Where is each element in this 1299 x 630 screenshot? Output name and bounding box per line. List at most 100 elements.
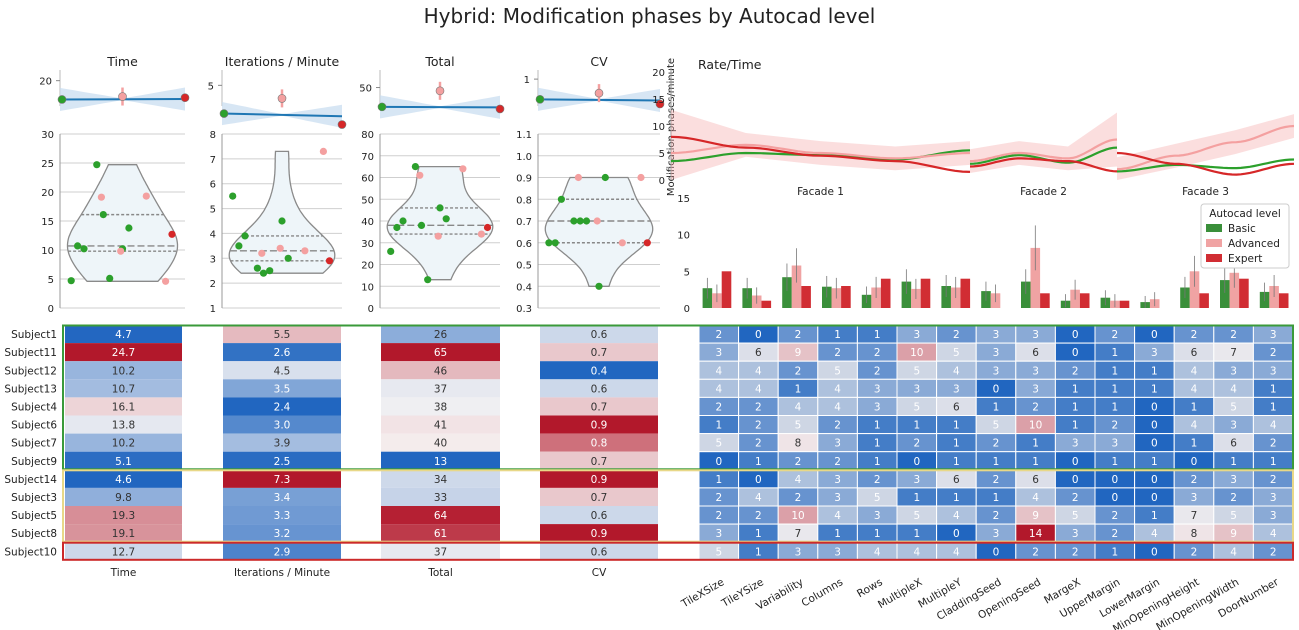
value-cell bbox=[223, 343, 341, 362]
count-cell-label: 1 bbox=[1270, 383, 1277, 395]
value-cell-label: 0.7 bbox=[591, 492, 608, 504]
y-tick-label: 5 bbox=[48, 275, 54, 286]
count-cell-label: 2 bbox=[1191, 474, 1198, 486]
group-mean-point bbox=[594, 88, 604, 98]
count-cell-label: 4 bbox=[1270, 420, 1277, 432]
count-cell-label: 4 bbox=[1230, 546, 1237, 558]
count-cell-label: 1 bbox=[1111, 456, 1118, 468]
value-cell bbox=[540, 415, 658, 434]
count-cell-label: 1 bbox=[755, 528, 762, 540]
count-cell-label: 3 bbox=[1270, 492, 1277, 504]
count-cell-label: 2 bbox=[755, 510, 762, 522]
bar-y-tick: 10 bbox=[677, 231, 690, 242]
subject-point bbox=[637, 173, 645, 182]
group-mean-point bbox=[180, 93, 190, 102]
count-cell-label: 3 bbox=[913, 474, 920, 486]
count-cell-label: 4 bbox=[834, 510, 841, 522]
value-cell-label: 3.9 bbox=[274, 438, 291, 450]
facet-label: Facade 1 bbox=[797, 186, 844, 198]
value-cell bbox=[223, 487, 341, 506]
group-mean-point bbox=[435, 86, 445, 96]
value-cell-label: 3.5 bbox=[274, 383, 291, 395]
count-cell-label: 4 bbox=[874, 546, 881, 558]
count-cell-label: 2 bbox=[913, 438, 920, 450]
count-cell-label: 2 bbox=[715, 329, 722, 341]
count-cell-label: 3 bbox=[715, 528, 722, 540]
value-cell-label: 19.3 bbox=[112, 510, 135, 522]
count-cell-label: 5 bbox=[993, 420, 1000, 432]
value-cell bbox=[65, 361, 182, 380]
value-cell bbox=[65, 397, 182, 416]
count-cell-label: 4 bbox=[913, 546, 920, 558]
subject-point bbox=[319, 147, 327, 155]
subject-point bbox=[618, 239, 626, 247]
subject-point bbox=[601, 173, 609, 182]
value-cell-label: 0.6 bbox=[591, 510, 608, 522]
bar bbox=[880, 278, 891, 308]
count-cell-label: 6 bbox=[953, 474, 960, 486]
bar bbox=[960, 278, 971, 308]
y-tick-label: 1.0 bbox=[516, 152, 532, 163]
count-cell-label: 1 bbox=[834, 329, 841, 341]
y-tick-label: 40 bbox=[361, 217, 374, 228]
y-tick-label: 0 bbox=[368, 304, 374, 315]
value-cell-label: 26 bbox=[434, 329, 448, 341]
count-cell-label: 0 bbox=[1151, 329, 1158, 341]
count-cell-label: 2 bbox=[755, 420, 762, 432]
value-cell bbox=[540, 542, 658, 561]
count-cell-label: 1 bbox=[795, 383, 802, 395]
value-cell bbox=[381, 506, 500, 525]
count-cell-label: 1 bbox=[834, 528, 841, 540]
y-tick-label: 60 bbox=[361, 174, 374, 185]
rate-series-line bbox=[1116, 158, 1295, 173]
bar bbox=[1040, 293, 1050, 308]
count-cell-label: 3 bbox=[1151, 347, 1158, 359]
y-tick-label: 10 bbox=[361, 282, 374, 293]
value-cell-label: 0.8 bbox=[591, 438, 608, 450]
y-tick-label: 10 bbox=[41, 246, 54, 257]
rate-time-y-tick: 5 bbox=[659, 149, 665, 160]
value-cell bbox=[65, 542, 182, 561]
count-cell-label: 1 bbox=[913, 420, 920, 432]
bar bbox=[791, 265, 802, 308]
count-cell-label: 1 bbox=[1111, 401, 1118, 413]
count-cell-label: 5 bbox=[874, 492, 881, 504]
count-cell-label: 7 bbox=[795, 528, 802, 540]
subject-point bbox=[434, 232, 442, 240]
count-cell-label: 2 bbox=[1072, 365, 1079, 377]
count-cell-label: 5 bbox=[1072, 510, 1079, 522]
count-cell-label: 0 bbox=[953, 528, 960, 540]
rate-series-line bbox=[1116, 151, 1295, 176]
count-cell-label: 2 bbox=[795, 492, 802, 504]
count-cell-label: 6 bbox=[755, 347, 762, 359]
subject-row-label: Subject1 bbox=[11, 329, 57, 341]
rate-time-title: Rate/Time bbox=[698, 57, 762, 72]
count-cell-label: 2 bbox=[1111, 510, 1118, 522]
value-cell-label: 41 bbox=[434, 420, 447, 432]
subject-point bbox=[117, 247, 125, 255]
count-cell-label: 10 bbox=[791, 510, 804, 522]
count-cell-label: 1 bbox=[1072, 383, 1079, 395]
y-tick-label: 80 bbox=[361, 130, 374, 141]
rate-series-line bbox=[969, 157, 1118, 173]
subject-point bbox=[557, 195, 566, 203]
value-cell-label: 19.1 bbox=[112, 528, 135, 540]
y-tick-label: 3 bbox=[210, 254, 216, 265]
subject-point bbox=[593, 217, 601, 225]
count-cell-label: 1 bbox=[715, 474, 722, 486]
subject-point bbox=[97, 193, 105, 201]
count-cell-label: 3 bbox=[834, 474, 841, 486]
count-cell-label: 1 bbox=[1151, 510, 1158, 522]
bar-y-tick: 0 bbox=[684, 304, 690, 315]
value-cell-label: 37 bbox=[434, 546, 447, 558]
subject-row-label: Subject9 bbox=[11, 456, 57, 468]
column-label: CV bbox=[592, 567, 607, 579]
subject-point bbox=[74, 242, 82, 250]
count-cell-label: 2 bbox=[715, 401, 722, 413]
bar bbox=[1199, 293, 1209, 308]
count-cell-label: 3 bbox=[1230, 365, 1237, 377]
count-cell-label: 0 bbox=[1072, 456, 1079, 468]
value-cell-label: 33 bbox=[434, 492, 447, 504]
subject-point bbox=[595, 282, 603, 290]
bar bbox=[1239, 278, 1249, 308]
